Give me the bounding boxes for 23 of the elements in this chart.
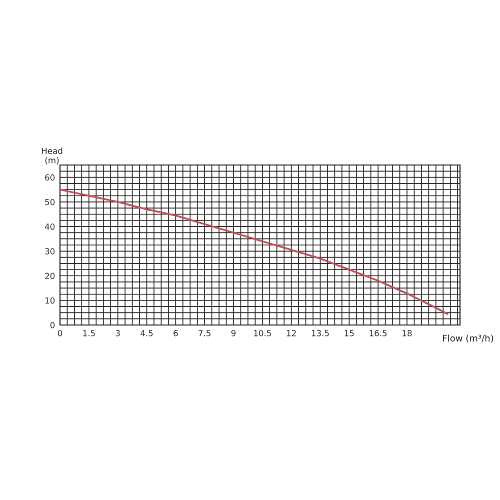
line-series [60, 188, 448, 315]
y-tick-label: 60 [45, 174, 55, 181]
y-tick-label: 10 [45, 297, 55, 304]
y-tick-label: 50 [45, 198, 55, 206]
y-tick-label: 0 [50, 322, 55, 328]
x-tick-label: 15 [344, 330, 354, 336]
y-tick-label: 20 [45, 272, 55, 280]
x-tick-label: 7.5 [198, 330, 210, 336]
x-tick-label: 12 [286, 330, 296, 336]
x-tick-label: 18 [402, 330, 412, 336]
x-tick-label: 10.5 [254, 330, 271, 336]
y-tick-label: 30 [45, 248, 55, 254]
x-tick-label: 3 [116, 330, 120, 336]
x-tick-label: 4.5 [140, 330, 153, 336]
x-tick-label: 16.5 [370, 330, 387, 336]
x-tick-label: 9 [231, 330, 236, 336]
x-axis-title: Flow (m³/h) [443, 334, 494, 343]
x-tick-label: 1.5 [83, 330, 95, 336]
y-axis-title: Head (m) [42, 148, 62, 164]
x-tick-label: 13.5 [312, 330, 329, 336]
x-tick-label: 6 [174, 330, 178, 336]
y-tick-label: 40 [44, 224, 55, 230]
x-tick-label: 0 [58, 330, 62, 336]
